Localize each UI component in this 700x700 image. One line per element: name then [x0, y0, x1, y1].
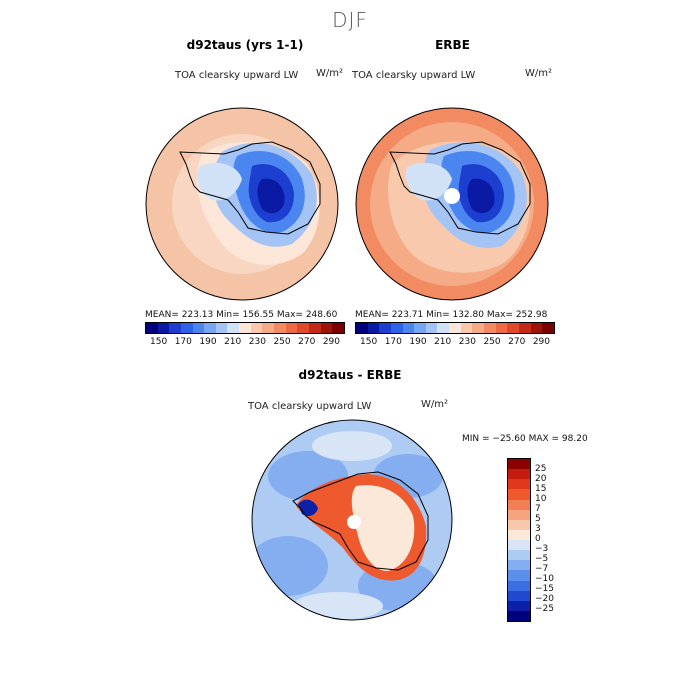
map-border [145, 107, 339, 301]
panel1-title: d92taus (yrs 1-1) [186, 38, 304, 52]
colorbar-diff-label: −3 [535, 544, 549, 554]
tick-label: 170 [384, 337, 402, 347]
missing-data-pole [347, 515, 361, 529]
colorbar-diff-label: −25 [535, 604, 554, 614]
tick-label: 190 [199, 337, 217, 347]
panel3-variable: TOA clearsky upward LW [248, 401, 372, 412]
panel3-map [251, 419, 453, 621]
colorbar-diff-label: −5 [535, 554, 549, 564]
colorbar-diff-label: 20 [535, 474, 547, 484]
tick-label: 150 [150, 337, 168, 347]
colorbar-top-left [145, 322, 345, 334]
panel3-title: d92taus - ERBE [298, 368, 402, 382]
coastline [179, 141, 321, 235]
panel2-units: W/m² [525, 68, 553, 79]
tick-label: 230 [458, 337, 476, 347]
colorbar-diff-label: 10 [535, 494, 547, 504]
colorbar-diff-label: −10 [535, 574, 554, 584]
tick-label: 190 [409, 337, 427, 347]
missing-data-pole [444, 188, 460, 204]
panel1-variable: TOA clearsky upward LW [175, 70, 299, 81]
panel2-title: ERBE [435, 38, 470, 52]
colorbar-top-right-ticks: 150 170 190 210 230 250 270 290 [360, 337, 550, 347]
panel2-stats: MEAN= 223.71 Min= 132.80 Max= 252.98 [355, 310, 548, 320]
colorbar-top-right [355, 322, 555, 334]
panel2-map [355, 107, 549, 301]
figure-title: DJF [332, 8, 368, 32]
tick-label: 170 [174, 337, 192, 347]
tick-label: 250 [273, 337, 291, 347]
colorbar-diff-label: 3 [535, 524, 541, 534]
tick-label: 270 [508, 337, 526, 347]
coastline [389, 141, 531, 235]
panel3-stats: MIN = −25.60 MAX = 98.20 [462, 434, 588, 444]
tick-label: 270 [298, 337, 316, 347]
colorbar-diff-label: 5 [535, 514, 541, 524]
tick-label: 290 [322, 337, 340, 347]
colorbar-top-left-ticks: 150 170 190 210 230 250 270 290 [150, 337, 340, 347]
colorbar-diff-label: 7 [535, 504, 541, 514]
tick-label: 210 [224, 337, 242, 347]
panel3-units: W/m² [421, 399, 449, 410]
tick-label: 210 [434, 337, 452, 347]
coastline [292, 471, 429, 571]
colorbar-diff-label: −20 [535, 594, 554, 604]
colorbar-diff-label: 15 [535, 484, 547, 494]
panel2-variable: TOA clearsky upward LW [352, 70, 476, 81]
tick-label: 150 [360, 337, 378, 347]
colorbar-diff [507, 458, 531, 622]
map-border [251, 419, 453, 621]
tick-label: 250 [483, 337, 501, 347]
tick-label: 290 [532, 337, 550, 347]
colorbar-diff-label: −7 [535, 564, 549, 574]
panel1-units: W/m² [316, 68, 344, 79]
colorbar-diff-label: 25 [535, 464, 547, 474]
colorbar-diff-label: 0 [535, 534, 541, 544]
colorbar-diff-label: −15 [535, 584, 554, 594]
panel1-map [145, 107, 339, 301]
panel1-stats: MEAN= 223.13 Min= 156.55 Max= 248.60 [145, 310, 338, 320]
tick-label: 230 [248, 337, 266, 347]
map-border [355, 107, 549, 301]
